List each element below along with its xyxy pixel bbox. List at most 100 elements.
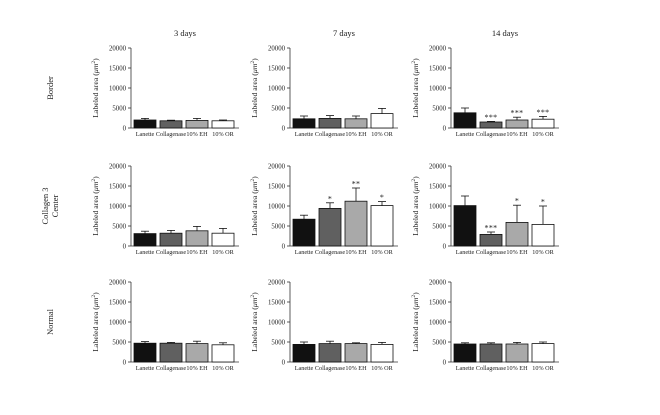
- y-axis-label: Labeled area (μm2): [250, 58, 259, 118]
- y-tick-label: 20000: [109, 45, 127, 52]
- x-tick-label: 10% OR: [371, 365, 393, 372]
- row-label-line: Center: [50, 195, 60, 218]
- y-axis-label: Labeled area (μm2): [411, 176, 420, 236]
- x-tick-label: 10% EH: [345, 131, 367, 138]
- y-axis-label: Labeled area (μm2): [91, 176, 100, 236]
- bar: [344, 200, 368, 247]
- y-axis-label-end: ): [91, 292, 100, 295]
- chart-panel: Labeled area (μm2) 0 5000 10000 15000 20000 La…: [250, 45, 398, 138]
- chart-panel: Labeled area (μm2) 0 5000 10000 15000 20000 La…: [411, 45, 559, 138]
- y-tick-label: 20000: [268, 45, 286, 52]
- y-axis-label-text: Labeled area (: [91, 307, 100, 352]
- y-axis-label-unit: μm: [91, 297, 100, 307]
- chart-panel: Labeled area (μm2) 0 5000 10000 15000 20000 La…: [91, 279, 239, 372]
- y-tick-label: 0: [123, 243, 127, 250]
- y-axis-label: Labeled area (μm2): [91, 292, 100, 352]
- y-tick-label: 15000: [429, 299, 447, 306]
- y-axis-label: Labeled area (μm2): [411, 58, 420, 118]
- bar: [292, 218, 316, 247]
- y-tick-label: 15000: [268, 65, 286, 72]
- y-axis-label-text: Labeled area (: [411, 307, 420, 352]
- bar: [211, 232, 235, 247]
- y-tick-label: 5000: [271, 339, 285, 346]
- y-axis-label-text: Labeled area (: [411, 73, 420, 118]
- x-tick-label: Collagenase: [315, 249, 345, 256]
- significance-label: *: [541, 198, 545, 207]
- row-label: Border: [45, 76, 55, 100]
- x-tick-label: Collagenase: [315, 131, 345, 138]
- y-tick-label: 15000: [429, 183, 447, 190]
- y-axis-label-end: ): [250, 292, 259, 295]
- x-tick-label: Lanette: [136, 249, 155, 256]
- y-tick-label: 0: [123, 359, 127, 366]
- x-tick-label: 10% OR: [532, 131, 554, 138]
- y-tick-label: 15000: [268, 299, 286, 306]
- y-tick-label: 20000: [268, 163, 286, 170]
- x-tick-label: Collagenase: [476, 365, 506, 372]
- x-tick-label: Lanette: [295, 365, 314, 372]
- bar: [292, 118, 316, 129]
- y-axis-label-text: Labeled area (: [250, 191, 259, 236]
- significance-label: ***: [485, 224, 498, 233]
- column-title: 7 days: [333, 28, 355, 38]
- x-tick-label: 10% EH: [345, 365, 367, 372]
- bar: [453, 112, 477, 129]
- y-axis-label-unit: μm: [250, 297, 259, 307]
- y-tick-label: 10000: [429, 203, 447, 210]
- x-tick-label: Collagenase: [476, 131, 506, 138]
- x-tick-label: Collagenase: [315, 365, 345, 372]
- y-axis-label-unit: μm: [250, 181, 259, 191]
- x-tick-label: Lanette: [456, 365, 475, 372]
- x-tick-label: 10% OR: [532, 365, 554, 372]
- chart-panel: Labeled area (μm2) 0 5000 10000 15000 20000 La…: [91, 45, 239, 138]
- y-axis-label: Labeled area (μm2): [91, 58, 100, 118]
- y-tick-label: 5000: [112, 105, 126, 112]
- x-tick-label: 10% EH: [506, 365, 528, 372]
- y-tick-label: 5000: [112, 339, 126, 346]
- x-tick-label: Collagenase: [156, 365, 186, 372]
- x-tick-label: Collagenase: [156, 249, 186, 256]
- y-axis-label-end: ): [411, 176, 420, 179]
- x-tick-label: Lanette: [136, 131, 155, 138]
- y-tick-label: 0: [443, 243, 447, 250]
- y-axis-label-sup: 2: [91, 179, 97, 182]
- bar: [453, 205, 477, 247]
- bar: [344, 118, 368, 129]
- y-axis-label-sup: 2: [250, 61, 256, 64]
- x-tick-label: 10% EH: [186, 249, 208, 256]
- significance-label: *: [515, 197, 519, 206]
- y-tick-label: 0: [282, 125, 286, 132]
- bar: [133, 119, 157, 129]
- y-axis-label-text: Labeled area (: [91, 191, 100, 236]
- bar: [185, 343, 209, 363]
- significance-label: **: [352, 180, 361, 189]
- bar: [531, 343, 555, 363]
- y-axis-label-end: ): [250, 176, 259, 179]
- bar: [159, 342, 183, 363]
- x-tick-label: 10% OR: [212, 249, 234, 256]
- x-tick-label: 10% EH: [345, 249, 367, 256]
- bar: [453, 343, 477, 363]
- y-tick-label: 20000: [429, 45, 447, 52]
- x-tick-label: 10% EH: [186, 365, 208, 372]
- y-axis-label-end: ): [411, 58, 420, 61]
- bar: [159, 232, 183, 247]
- bar: [370, 343, 394, 363]
- y-axis-label-sup: 2: [91, 295, 97, 298]
- x-tick-label: 10% OR: [371, 249, 393, 256]
- y-axis-label-sup: 2: [250, 295, 256, 298]
- y-tick-label: 15000: [109, 65, 127, 72]
- bar: [370, 113, 394, 129]
- y-tick-label: 10000: [109, 319, 127, 326]
- y-axis-label: Labeled area (μm2): [250, 176, 259, 236]
- y-tick-label: 10000: [268, 319, 286, 326]
- bar: [505, 343, 529, 363]
- bar: [318, 118, 342, 129]
- y-tick-label: 10000: [268, 203, 286, 210]
- row-label: Normal: [45, 308, 55, 335]
- bar: [479, 343, 503, 363]
- y-tick-label: 0: [443, 125, 447, 132]
- y-axis-label-text: Labeled area (: [411, 191, 420, 236]
- bar: [211, 120, 235, 129]
- y-tick-label: 10000: [429, 85, 447, 92]
